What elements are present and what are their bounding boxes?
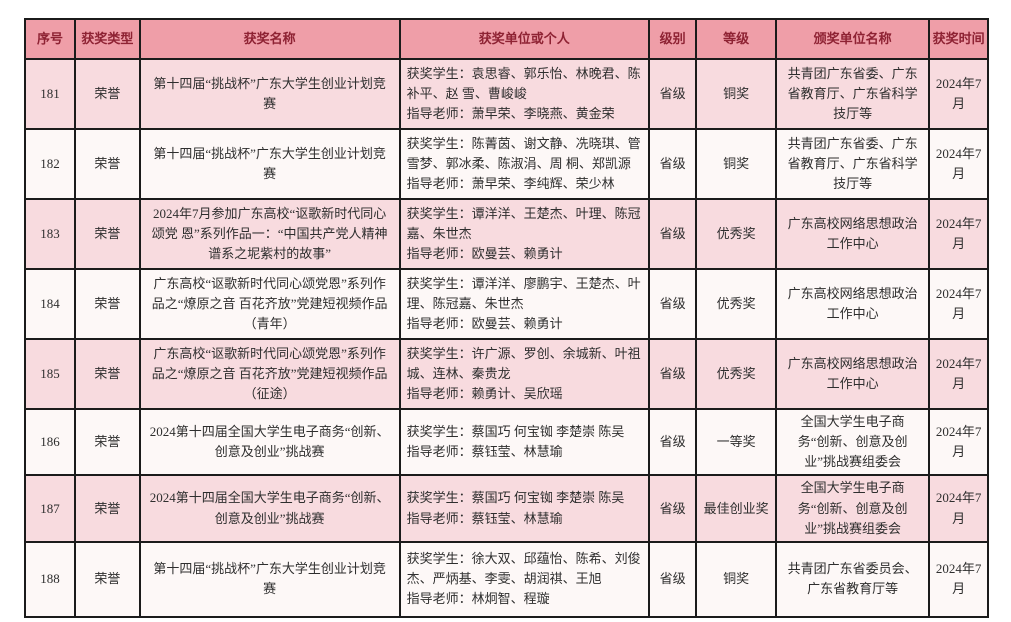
cell-award-unit: 获奖学生：袁思睿、郭乐怡、林晚君、陈补平、赵 雪、曹峻峻 指导老师：萧早荣、李晓… xyxy=(398,58,651,130)
teachers-line: 指导老师：蔡钰莹、林慧瑜 xyxy=(406,444,563,460)
cell-award-type: 荣誉 xyxy=(74,268,141,340)
col-grade: 等级 xyxy=(695,18,778,60)
students-line: 获奖学生：徐大双、邱蕴怡、陈希、刘俊杰、严炳基、李雯、胡润祺、王旭 xyxy=(406,551,641,587)
cell-date: 2024年7月 xyxy=(928,338,989,410)
teachers-line: 指导老师：蔡钰莹、林慧瑜 xyxy=(406,510,563,526)
cell-grade: 铜奖 xyxy=(695,540,778,618)
cell-award-unit: 获奖学生：许广源、罗创、余城新、叶祖城、连林、秦贵龙 指导老师：赖勇计、吴欣瑶 xyxy=(398,338,651,410)
cell-issuer: 全国大学生电子商务“创新、创意及创业”挑战赛组委会 xyxy=(775,474,931,543)
table-row: 183 荣誉 2024年7月参加广东高校“讴歌新时代同心颂党 恩”系列作品一：“… xyxy=(23,198,989,270)
students-line: 获奖学生：陈菁茵、谢文静、冼晓琪、管雪梦、郭冰柔、陈淑涓、周 桐、郑凯源 xyxy=(406,135,641,171)
students-line: 获奖学生：谭洋洋、廖鹏宇、王楚杰、叶理、陈冠嘉、朱世杰 xyxy=(406,275,641,311)
col-award-name: 获奖名称 xyxy=(138,18,401,60)
cell-grade: 一等奖 xyxy=(695,407,778,477)
cell-grade: 最佳创业奖 xyxy=(695,474,778,543)
col-award-type: 获奖类型 xyxy=(74,18,141,60)
cell-issuer: 共青团广东省委、广东省教育厅、广东省科学技厅等 xyxy=(775,58,931,130)
table-row: 182 荣誉 第十四届“挑战杯”广东大学生创业计划竞赛 获奖学生：陈菁茵、谢文静… xyxy=(23,128,989,200)
cell-date: 2024年7月 xyxy=(928,198,989,270)
students-line: 获奖学生：蔡国巧 何宝铷 李楚崇 陈吴 xyxy=(406,424,625,440)
cell-award-type: 荣誉 xyxy=(74,128,141,200)
table-row: 188 荣誉 第十四届“挑战杯”广东大学生创业计划竞赛 获奖学生：徐大双、邱蕴怡… xyxy=(23,540,989,618)
cell-award-name: 广东高校“讴歌新时代同心颂党恩”系列作品之“燎原之音 百花齐放”党建短视频作品（… xyxy=(138,268,401,340)
cell-issuer: 共青团广东省委员会、广东省教育厅等 xyxy=(775,540,931,618)
cell-level: 省级 xyxy=(648,58,698,130)
students-line: 获奖学生：蔡国巧 何宝铷 李楚崇 陈吴 xyxy=(406,490,625,506)
cell-issuer: 全国大学生电子商务“创新、创意及创业”挑战赛组委会 xyxy=(775,407,931,477)
cell-level: 省级 xyxy=(648,128,698,200)
table-row: 186 荣誉 2024第十四届全国大学生电子商务“创新、创意及创业”挑战赛 获奖… xyxy=(23,407,989,477)
cell-issuer: 共青团广东省委、广东省教育厅、广东省科学技厅等 xyxy=(775,128,931,200)
cell-award-type: 荣誉 xyxy=(74,58,141,130)
awards-table: 序号 获奖类型 获奖名称 获奖单位或个人 级别 等级 颁奖单位名称 获奖时间 1… xyxy=(23,18,989,618)
cell-grade: 铜奖 xyxy=(695,58,778,130)
cell-date: 2024年7月 xyxy=(928,407,989,477)
cell-grade: 铜奖 xyxy=(695,128,778,200)
students-line: 获奖学生：袁思睿、郭乐怡、林晚君、陈补平、赵 雪、曹峻峻 xyxy=(406,65,641,101)
cell-index: 183 xyxy=(23,198,77,270)
cell-level: 省级 xyxy=(648,540,698,618)
cell-index: 188 xyxy=(23,540,77,618)
cell-award-type: 荣誉 xyxy=(74,338,141,410)
teachers-line: 指导老师：萧早荣、李晓燕、黄金荣 xyxy=(406,106,615,122)
col-index: 序号 xyxy=(23,18,77,60)
cell-award-name: 2024第十四届全国大学生电子商务“创新、创意及创业”挑战赛 xyxy=(138,474,401,543)
cell-date: 2024年7月 xyxy=(928,58,989,130)
cell-award-name: 2024第十四届全国大学生电子商务“创新、创意及创业”挑战赛 xyxy=(138,407,401,477)
cell-date: 2024年7月 xyxy=(928,474,989,543)
teachers-line: 指导老师：林炯智、程璇 xyxy=(406,591,550,607)
col-issuer-name: 颁奖单位名称 xyxy=(775,18,931,60)
cell-index: 187 xyxy=(23,474,77,543)
teachers-line: 指导老师：萧早荣、李纯辉、荣少林 xyxy=(406,176,615,192)
cell-level: 省级 xyxy=(648,474,698,543)
cell-award-unit: 获奖学生：蔡国巧 何宝铷 李楚崇 陈吴 指导老师：蔡钰莹、林慧瑜 xyxy=(398,474,651,543)
teachers-line: 指导老师：欧曼芸、赖勇计 xyxy=(406,246,563,262)
table-row: 181 荣誉 第十四届“挑战杯”广东大学生创业计划竞赛 获奖学生：袁思睿、郭乐怡… xyxy=(23,58,989,130)
cell-award-type: 荣誉 xyxy=(74,407,141,477)
students-line: 获奖学生：许广源、罗创、余城新、叶祖城、连林、秦贵龙 xyxy=(406,345,641,381)
cell-index: 185 xyxy=(23,338,77,410)
table-row: 187 荣誉 2024第十四届全国大学生电子商务“创新、创意及创业”挑战赛 获奖… xyxy=(23,474,989,543)
teachers-line: 指导老师：欧曼芸、赖勇计 xyxy=(406,316,563,332)
cell-award-name: 2024年7月参加广东高校“讴歌新时代同心颂党 恩”系列作品一：“中国共产党人精… xyxy=(138,198,401,270)
cell-issuer: 广东高校网络思想政治工作中心 xyxy=(775,268,931,340)
col-award-unit-or-person: 获奖单位或个人 xyxy=(398,18,651,60)
cell-grade: 优秀奖 xyxy=(695,268,778,340)
teachers-line: 指导老师：赖勇计、吴欣瑶 xyxy=(406,386,563,402)
cell-level: 省级 xyxy=(648,407,698,477)
cell-award-name: 广东高校“讴歌新时代同心颂党恩”系列作品之“燎原之音 百花齐放”党建短视频作品（… xyxy=(138,338,401,410)
cell-award-type: 荣誉 xyxy=(74,474,141,543)
cell-award-unit: 获奖学生：蔡国巧 何宝铷 李楚崇 陈吴 指导老师：蔡钰莹、林慧瑜 xyxy=(398,407,651,477)
cell-award-unit: 获奖学生：谭洋洋、王楚杰、叶理、陈冠嘉、朱世杰 指导老师：欧曼芸、赖勇计 xyxy=(398,198,651,270)
cell-index: 181 xyxy=(23,58,77,130)
cell-award-unit: 获奖学生：谭洋洋、廖鹏宇、王楚杰、叶理、陈冠嘉、朱世杰 指导老师：欧曼芸、赖勇计 xyxy=(398,268,651,340)
cell-award-name: 第十四届“挑战杯”广东大学生创业计划竞赛 xyxy=(138,128,401,200)
cell-grade: 优秀奖 xyxy=(695,338,778,410)
cell-date: 2024年7月 xyxy=(928,128,989,200)
cell-award-unit: 获奖学生：徐大双、邱蕴怡、陈希、刘俊杰、严炳基、李雯、胡润祺、王旭 指导老师：林… xyxy=(398,540,651,618)
cell-award-type: 荣誉 xyxy=(74,198,141,270)
cell-index: 184 xyxy=(23,268,77,340)
cell-date: 2024年7月 xyxy=(928,540,989,618)
table-row: 184 荣誉 广东高校“讴歌新时代同心颂党恩”系列作品之“燎原之音 百花齐放”党… xyxy=(23,268,989,340)
cell-index: 186 xyxy=(23,407,77,477)
cell-date: 2024年7月 xyxy=(928,268,989,340)
cell-award-unit: 获奖学生：陈菁茵、谢文静、冼晓琪、管雪梦、郭冰柔、陈淑涓、周 桐、郑凯源 指导老… xyxy=(398,128,651,200)
cell-level: 省级 xyxy=(648,338,698,410)
cell-issuer: 广东高校网络思想政治工作中心 xyxy=(775,338,931,410)
cell-level: 省级 xyxy=(648,198,698,270)
cell-issuer: 广东高校网络思想政治工作中心 xyxy=(775,198,931,270)
cell-level: 省级 xyxy=(648,268,698,340)
header-row: 序号 获奖类型 获奖名称 获奖单位或个人 级别 等级 颁奖单位名称 获奖时间 xyxy=(23,18,989,60)
table-row: 185 荣誉 广东高校“讴歌新时代同心颂党恩”系列作品之“燎原之音 百花齐放”党… xyxy=(23,338,989,410)
cell-award-name: 第十四届“挑战杯”广东大学生创业计划竞赛 xyxy=(138,540,401,618)
cell-index: 182 xyxy=(23,128,77,200)
col-award-date: 获奖时间 xyxy=(928,18,989,60)
cell-award-type: 荣誉 xyxy=(74,540,141,618)
col-level: 级别 xyxy=(648,18,698,60)
cell-grade: 优秀奖 xyxy=(695,198,778,270)
cell-award-name: 第十四届“挑战杯”广东大学生创业计划竞赛 xyxy=(138,58,401,130)
students-line: 获奖学生：谭洋洋、王楚杰、叶理、陈冠嘉、朱世杰 xyxy=(406,205,641,241)
